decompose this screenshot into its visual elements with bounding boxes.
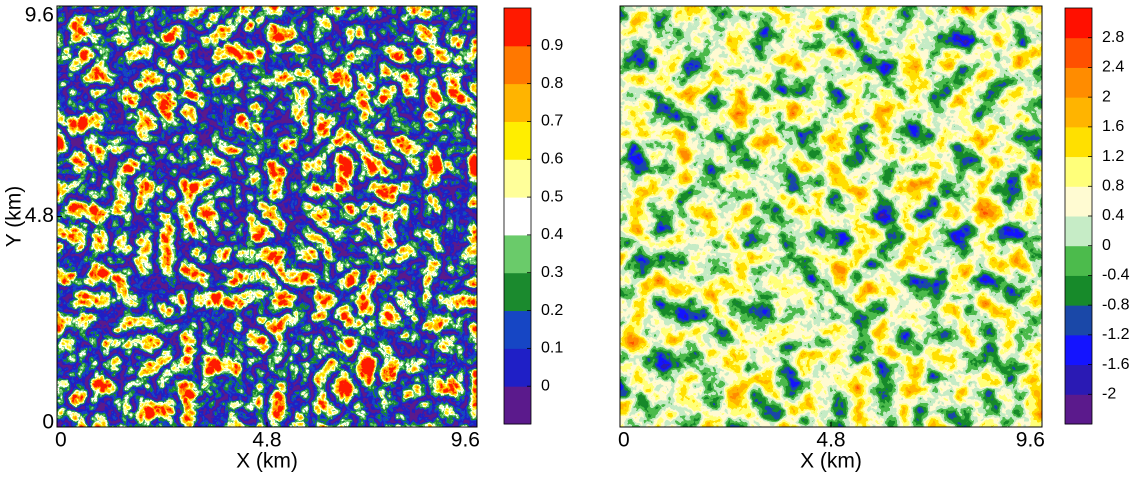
x-tick-label: 0 — [618, 429, 630, 452]
x-tick-label: 9.6 — [1016, 429, 1045, 452]
colorbar-tick-label: -2 — [1102, 386, 1116, 403]
colorbar-tick-label: 0.6 — [541, 150, 563, 167]
x-tick-label: 0 — [55, 429, 67, 452]
color-band — [1065, 275, 1092, 306]
x-tick-label: 4.8 — [252, 429, 281, 452]
colorbar-tick-label: 2.8 — [1102, 29, 1124, 46]
y-tick-label: 4.8 — [25, 204, 54, 227]
color-band — [1065, 186, 1092, 217]
color-band — [504, 234, 531, 274]
colorbar-tick-label: 0.5 — [541, 188, 563, 205]
color-band — [1065, 37, 1092, 68]
colorbar-tick-label: 0.8 — [1102, 178, 1124, 195]
colorbar-tick-label: 0.7 — [541, 113, 563, 130]
color-band — [1065, 394, 1092, 425]
color-band — [1065, 334, 1092, 366]
x-tick-label: 4.8 — [816, 429, 845, 452]
color-band — [1065, 364, 1092, 395]
colorbar-tick-label: -1.6 — [1102, 356, 1130, 373]
color-band — [504, 348, 531, 387]
color-band — [504, 83, 531, 122]
colorbar-tick-label: 0 — [541, 377, 550, 394]
colorbar-frame — [503, 7, 532, 425]
color-band — [1065, 156, 1092, 187]
colorbar-tick-label: 0.1 — [541, 340, 563, 357]
color-band — [1065, 305, 1092, 336]
x-tick-label: 9.6 — [451, 429, 480, 452]
colorbar-tick-label: -0.8 — [1102, 296, 1130, 313]
colorbar-tick-label: 1.2 — [1102, 148, 1124, 165]
color-band — [1065, 245, 1092, 276]
colorbar-tick-label: -0.4 — [1102, 267, 1130, 284]
contour-field — [57, 6, 477, 427]
contour-field — [620, 6, 1042, 427]
y-tick-label: 9.6 — [25, 4, 54, 27]
color-band — [504, 8, 531, 47]
x-axis-label: X (km) — [800, 450, 862, 473]
color-band — [504, 272, 531, 312]
y-axis-label: Y (km) — [3, 186, 26, 247]
colorbar-tick-label: -1.2 — [1102, 326, 1130, 343]
colorbar-tick-label: 1.6 — [1102, 118, 1124, 135]
y-tick-label: 0 — [42, 411, 54, 434]
colorbar-tick-label: 0.8 — [541, 75, 563, 92]
colorbar-tick-label: 2 — [1102, 88, 1111, 105]
x-axis-label: X (km) — [236, 450, 298, 473]
colorbar-tick-label: 0.4 — [1102, 207, 1124, 224]
color-band — [504, 386, 531, 425]
colorbar-tick-label: 2.4 — [1102, 59, 1124, 76]
color-band — [1065, 97, 1092, 128]
color-band — [504, 197, 531, 236]
color-band — [504, 121, 531, 160]
colorbar-tick-label: 0.3 — [541, 264, 563, 281]
color-band — [504, 310, 531, 349]
color-band — [504, 45, 531, 85]
color-band — [1065, 216, 1092, 247]
color-band — [1065, 8, 1092, 39]
colorbar-tick-label: 0.4 — [541, 226, 563, 243]
color-band — [504, 159, 531, 198]
colorbar-tick-label: 0 — [1102, 237, 1111, 254]
color-band — [1065, 67, 1092, 98]
colorbar-tick-label: 0.2 — [541, 302, 563, 319]
color-band — [1065, 126, 1092, 158]
colorbar-tick-label: 0.9 — [541, 37, 563, 54]
